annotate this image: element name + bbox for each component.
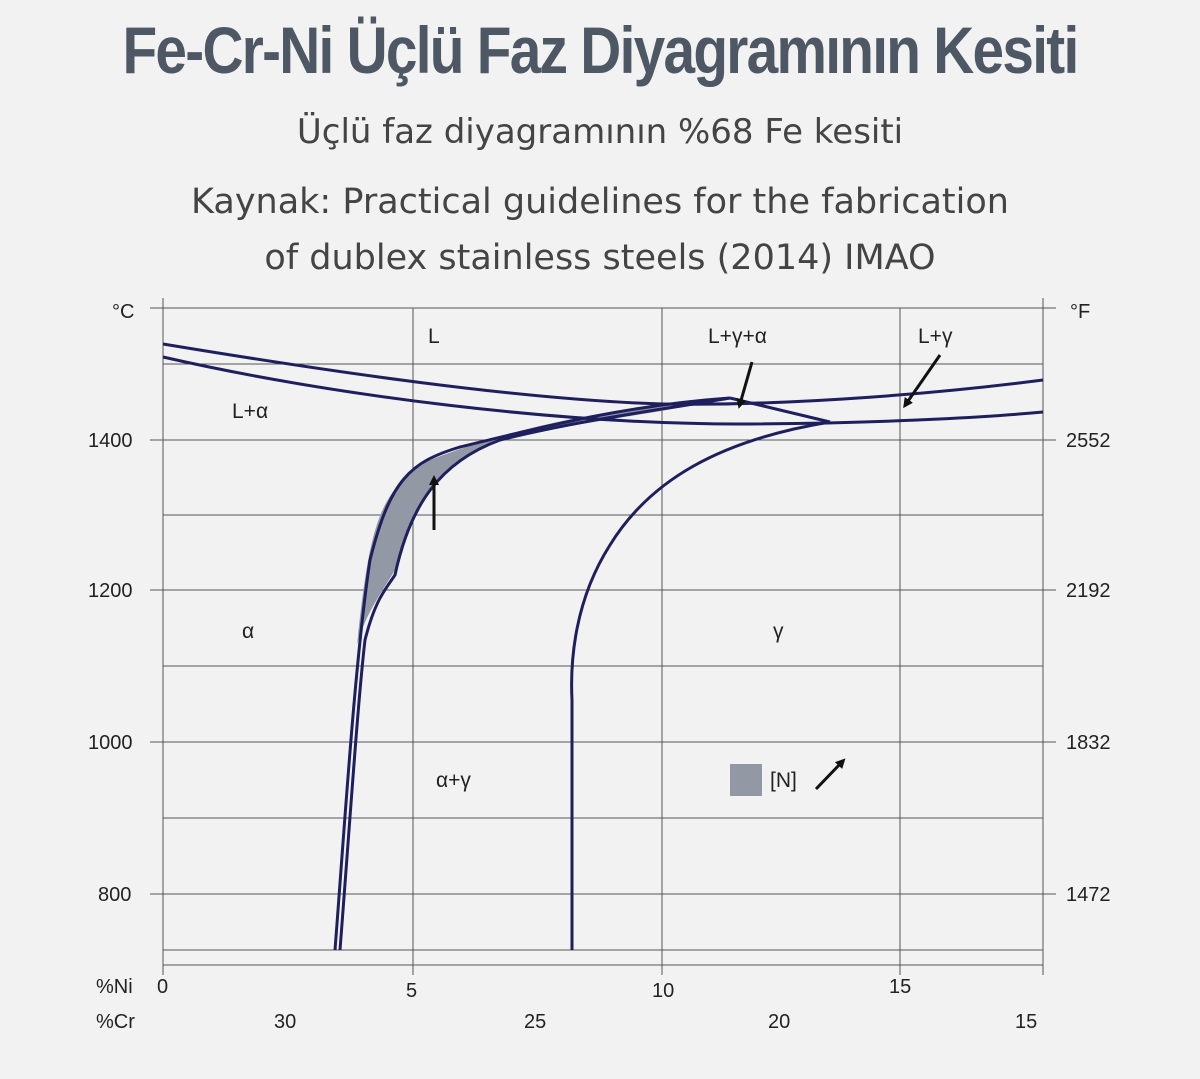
phase-curves bbox=[162, 342, 1044, 951]
right-tick-label: 2192 bbox=[1066, 580, 1111, 602]
cr-tick-label: 15 bbox=[1015, 1011, 1037, 1033]
source-line-1: Kaynak: Practical guidelines for the fab… bbox=[191, 182, 1009, 222]
ni-tick-label: 0 bbox=[157, 976, 168, 998]
grid bbox=[150, 298, 1056, 975]
source-line-2: of dublex stainless steels (2014) IMAO bbox=[264, 238, 936, 278]
arrow-nitrogen-legend bbox=[814, 758, 846, 791]
right-unit-label: °F bbox=[1070, 301, 1090, 323]
page-title: Fe-Cr-Ni Üçlü Faz Diyagramının Kesiti bbox=[122, 13, 1079, 87]
region-label-l-alpha: L+α bbox=[232, 400, 268, 423]
right-tick-label: 1472 bbox=[1066, 884, 1111, 906]
region-label-l-gamma-alpha: L+γ+α bbox=[708, 325, 767, 348]
region-label-liquid: L bbox=[428, 325, 440, 348]
ni-tick-label: 15 bbox=[889, 976, 911, 998]
arrow-l-gamma bbox=[903, 354, 942, 409]
left-tick-label: 1000 bbox=[88, 732, 133, 754]
region-label-gamma: γ bbox=[773, 620, 784, 643]
left-tick-label: 1200 bbox=[88, 580, 133, 602]
liquidus-curve-upper bbox=[162, 342, 1044, 406]
ni-tick-label: 10 bbox=[652, 980, 674, 1002]
ferrite-solvus-outer bbox=[333, 396, 731, 951]
ni-axis-label: %Ni bbox=[96, 976, 133, 998]
right-tick-label: 1832 bbox=[1066, 732, 1111, 754]
region-label-alpha: α bbox=[242, 620, 254, 643]
subtitle: Üçlü faz diyagramının %68 Fe kesiti bbox=[296, 112, 904, 152]
legend-label: [N] bbox=[770, 769, 797, 792]
cr-tick-label: 30 bbox=[274, 1011, 296, 1033]
three-phase-edge bbox=[729, 396, 831, 424]
legend-swatch bbox=[730, 764, 762, 796]
cr-tick-label: 20 bbox=[768, 1011, 790, 1033]
region-label-alpha-gamma: α+γ bbox=[436, 769, 471, 792]
cr-tick-label: 25 bbox=[524, 1011, 546, 1033]
liquidus-curve-lower bbox=[162, 355, 1044, 426]
region-label-l-gamma: L+γ bbox=[918, 325, 953, 348]
left-tick-label: 1400 bbox=[88, 430, 133, 452]
ferrite-solvus-inner bbox=[338, 396, 731, 951]
nitrogen-shaded-region bbox=[357, 398, 730, 645]
cr-axis-label: %Cr bbox=[96, 1011, 135, 1033]
austenite-solvus bbox=[570, 420, 831, 950]
left-tick-label: 800 bbox=[98, 884, 131, 906]
right-tick-label: 2552 bbox=[1066, 430, 1111, 452]
left-unit-label: °C bbox=[112, 301, 134, 323]
annotation-arrows bbox=[429, 354, 942, 791]
arrow-l-gamma-alpha bbox=[736, 361, 754, 409]
ni-tick-label: 5 bbox=[406, 980, 417, 1002]
